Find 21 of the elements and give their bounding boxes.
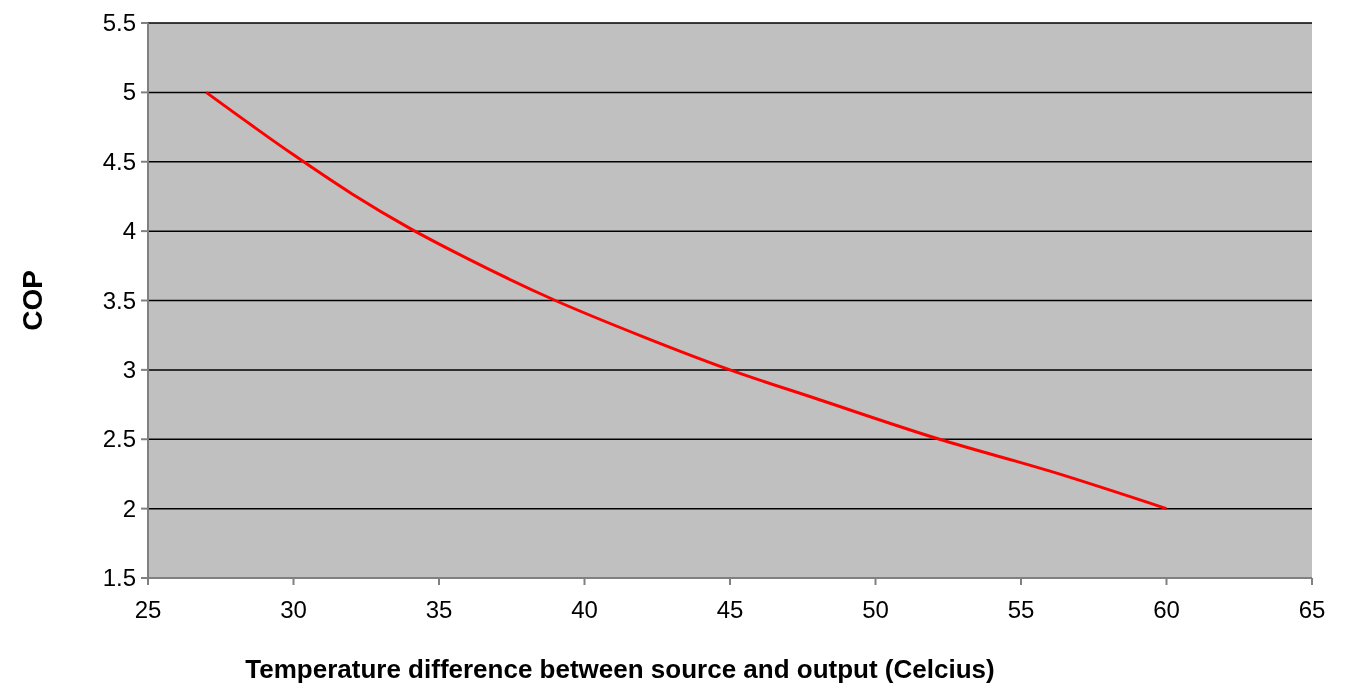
y-tick-label: 2: [122, 494, 136, 522]
x-tick-label: 50: [862, 596, 889, 623]
y-tick-label: 1.5: [102, 564, 136, 591]
y-axis-title: COP: [17, 270, 48, 331]
y-tick-label: 2.5: [102, 425, 136, 453]
line-series: [204, 90, 1168, 511]
y-tick-label: 4.5: [102, 147, 136, 175]
x-axis-title: Temperature difference between source and output (Celcius): [245, 654, 995, 684]
x-tick-label: 55: [1007, 596, 1035, 623]
x-tick-label: 60: [1153, 596, 1180, 623]
x-tick-label: 65: [1298, 596, 1326, 623]
y-tick-label: 5.5: [102, 9, 136, 36]
y-tick-label: 3.5: [102, 286, 136, 314]
x-tick-label: 45: [716, 596, 744, 623]
x-tick-label: 35: [425, 596, 453, 623]
y-tick-label: 5: [122, 78, 136, 106]
x-tick-label: 30: [280, 596, 307, 623]
x-tick-label: 40: [571, 596, 598, 623]
x-tick-label: 25: [134, 596, 162, 623]
y-tick-label: 4: [122, 217, 136, 245]
y-tick-label: 3: [122, 355, 136, 383]
